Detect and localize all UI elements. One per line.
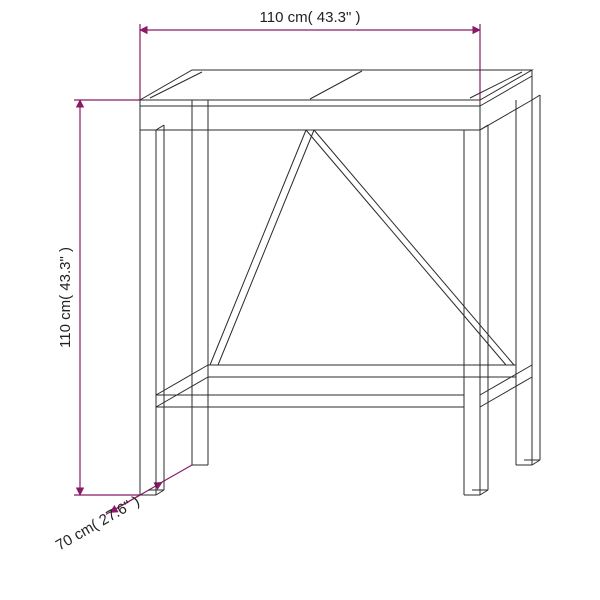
dim-width-label: 110 cm( 43.3" )	[260, 9, 361, 26]
dim-depth-label: 70 cm( 27.6" )	[53, 493, 143, 555]
table-outline	[140, 70, 540, 495]
dimension-drawing: 110 cm( 43.3" ) 110 cm( 43.3" ) 70 cm( 27.…	[0, 0, 600, 600]
dim-height-label: 110 cm( 43.3" )	[57, 247, 74, 348]
dimension-lines	[74, 24, 480, 514]
